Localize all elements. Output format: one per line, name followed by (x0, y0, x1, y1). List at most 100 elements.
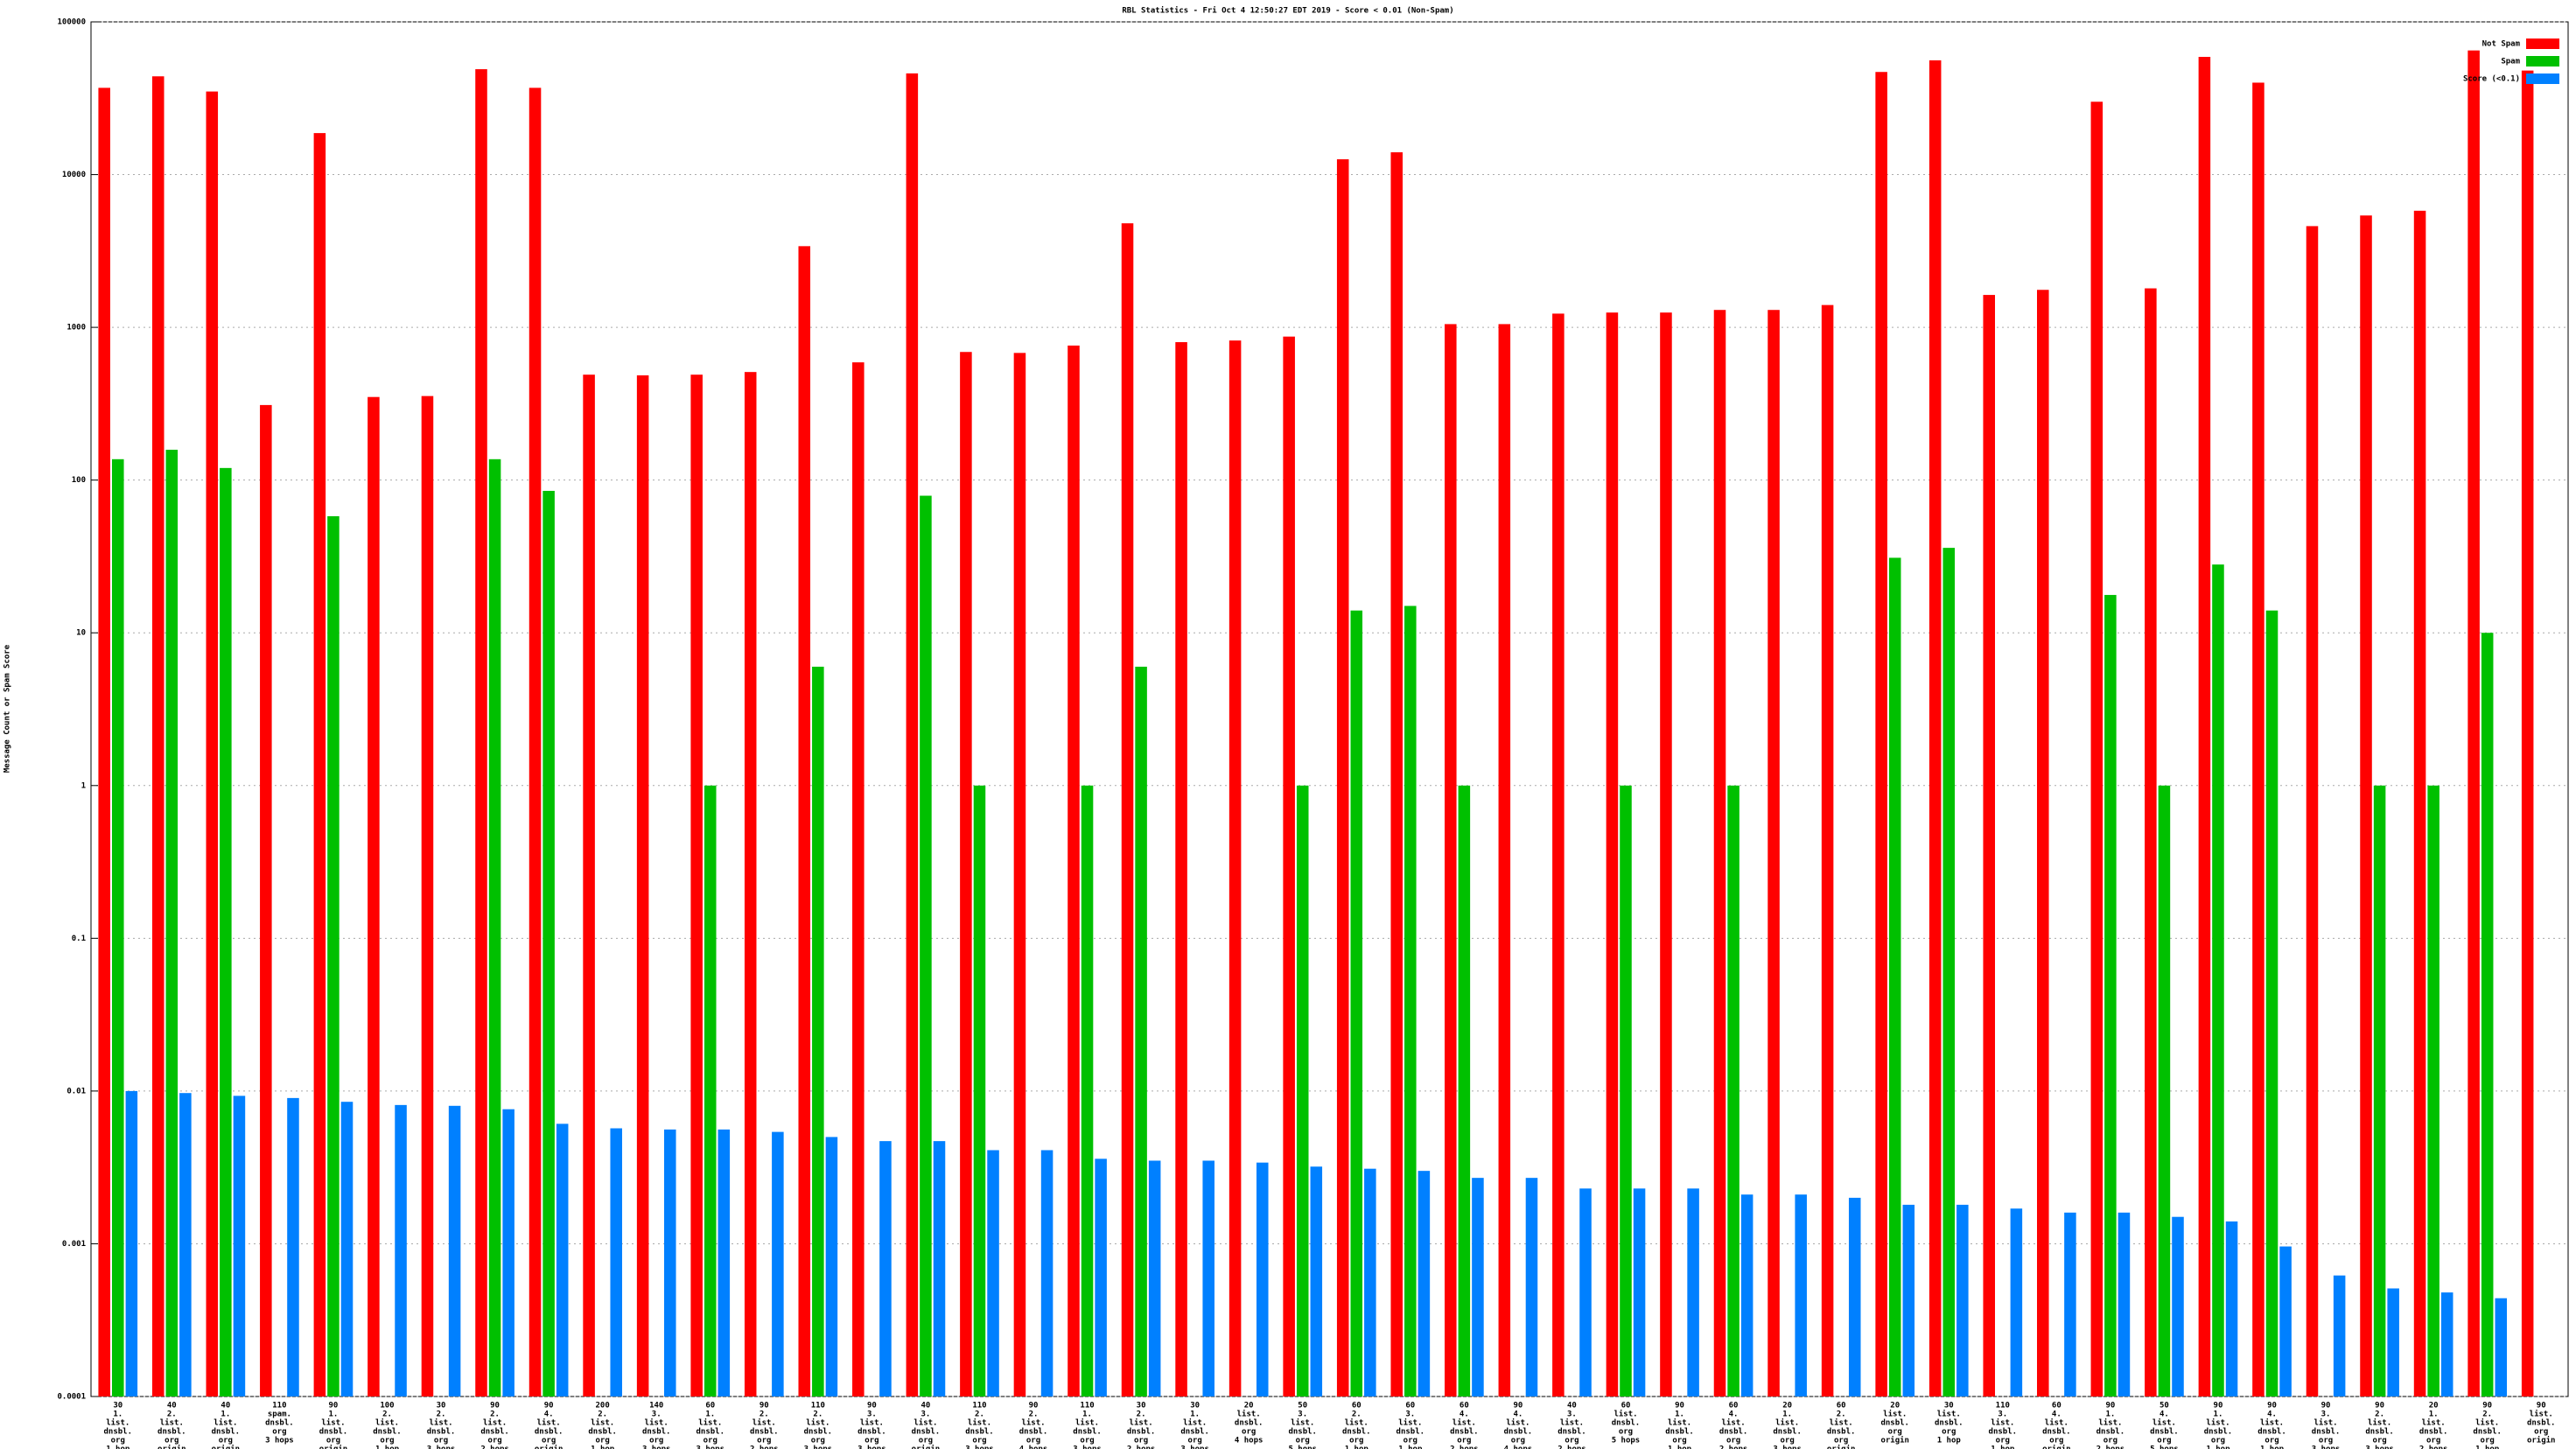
x-tick-label: 2. (2375, 1410, 2384, 1419)
x-tick-label: 1 hop (1991, 1446, 2015, 1449)
x-tick-label: dnsbl. (642, 1428, 671, 1437)
x-tick-label: org (1349, 1437, 1363, 1446)
y-tick-label: 100000 (57, 18, 86, 27)
x-tick-label: 1. (2105, 1410, 2115, 1419)
bar (704, 785, 717, 1396)
bar (1256, 1162, 1269, 1396)
x-tick-label: list. (2045, 1418, 2068, 1428)
x-tick-label: 2. (1137, 1410, 1146, 1419)
x-tick-label: 4. (2160, 1410, 2169, 1419)
x-tick-label: 2 hops (1719, 1446, 1748, 1449)
x-tick-label: list. (645, 1418, 668, 1428)
x-tick-label: list. (1130, 1418, 1153, 1428)
x-tick-label: list. (1560, 1418, 1584, 1428)
x-tick-label: dnsbl. (2150, 1428, 2179, 1437)
bar (1928, 60, 1942, 1396)
bar (1525, 1178, 1538, 1396)
bar (2145, 288, 2157, 1396)
x-tick-label: 90 (490, 1402, 500, 1410)
x-tick-label: 1 hop (1668, 1446, 1692, 1449)
x-tick-label: list. (1614, 1410, 1637, 1419)
x-tick-label: org (164, 1437, 178, 1446)
bar (2495, 1298, 2508, 1396)
x-tick-label: org (111, 1437, 125, 1446)
x-tick-label: 90 (760, 1402, 769, 1410)
bar (1095, 1158, 1107, 1396)
x-tick-label: org (2157, 1437, 2171, 1446)
x-tick-label: 200 (596, 1402, 610, 1410)
x-tick-label: dnsbl. (2096, 1428, 2125, 1437)
bar (1660, 312, 1672, 1396)
bar (340, 1102, 354, 1396)
bar (220, 467, 232, 1396)
x-tick-label: 5 hops (1288, 1446, 1317, 1449)
x-tick-label: list. (860, 1418, 884, 1428)
x-tick-label: 40 (220, 1402, 230, 1410)
bar (2468, 50, 2480, 1397)
x-tick-label: 3 hops (804, 1446, 833, 1449)
x-tick-label: 1. (705, 1410, 715, 1419)
x-tick-label: dnsbl. (912, 1428, 941, 1437)
x-tick-label: list. (2530, 1410, 2553, 1419)
x-tick-label: origin (535, 1445, 564, 1449)
x-tick-label: list. (1075, 1418, 1099, 1428)
x-tick-label: list. (698, 1418, 722, 1428)
x-tick-label: dnsbl. (1989, 1428, 2018, 1437)
x-tick-label: 30 (437, 1402, 446, 1410)
x-tick-label: org (542, 1437, 556, 1446)
bar (1821, 304, 1834, 1396)
legend-label: Score (<0.1) (2463, 75, 2520, 84)
x-tick-label: 90 (329, 1402, 339, 1410)
x-tick-label: 60 (1621, 1402, 1631, 1410)
y-tick-label: 10000 (62, 171, 86, 179)
x-tick-label: 40 (1567, 1402, 1577, 1410)
bar (1633, 1188, 1646, 1396)
x-tick-label: org (1080, 1437, 1094, 1446)
x-tick-label: list. (2475, 1418, 2499, 1428)
x-tick-label: 3 hops (1180, 1446, 1209, 1449)
x-tick-label: 30 (1944, 1402, 1954, 1410)
x-tick-label: dnsbl. (750, 1428, 779, 1437)
x-tick-label: 100 (380, 1402, 394, 1410)
bar (812, 666, 824, 1396)
x-tick-label: 2 hops (750, 1446, 779, 1449)
bar (1068, 345, 1080, 1396)
y-tick-label: 0.01 (66, 1087, 86, 1096)
x-tick-label: org (1026, 1437, 1040, 1446)
bar (2360, 215, 2372, 1397)
x-tick-label: list. (1937, 1410, 1961, 1419)
bar (421, 396, 434, 1397)
x-tick-label: list. (1021, 1418, 1045, 1428)
x-tick-label: origin (1880, 1436, 1909, 1446)
x-tick-label: 30 (1137, 1402, 1146, 1410)
x-tick-label: org (272, 1428, 286, 1437)
x-tick-label: 5 hops (2150, 1446, 2179, 1449)
legend-swatch (2526, 74, 2559, 84)
bar (125, 1090, 138, 1396)
x-tick-label: dnsbl. (535, 1428, 564, 1437)
x-tick-label: list. (375, 1418, 399, 1428)
x-tick-label: dnsbl. (858, 1428, 886, 1437)
bar (502, 1109, 514, 1396)
x-tick-label: 90 (2214, 1402, 2223, 1410)
x-tick-label: dnsbl. (1019, 1428, 1048, 1437)
x-tick-label: 3 hops (1773, 1446, 1802, 1449)
x-tick-label: org (1619, 1428, 1633, 1437)
x-tick-label: dnsbl. (1827, 1428, 1856, 1437)
bar (906, 73, 919, 1397)
x-tick-label: 3 hops (1073, 1446, 1102, 1449)
x-tick-label: list. (2206, 1418, 2230, 1428)
legend-label: Not Spam (2482, 40, 2521, 49)
bar (973, 785, 986, 1396)
bar (1727, 785, 1740, 1396)
bar (1687, 1188, 1699, 1396)
bar (1390, 152, 1404, 1396)
x-tick-label: dnsbl. (2258, 1428, 2286, 1437)
bar (1983, 295, 1995, 1397)
bar (2036, 290, 2049, 1397)
x-tick-label: 110 (1996, 1402, 2010, 1410)
x-tick-label: 2. (382, 1410, 392, 1419)
bar (2252, 82, 2264, 1396)
bar (1875, 72, 1887, 1396)
bar (2118, 1212, 2131, 1396)
